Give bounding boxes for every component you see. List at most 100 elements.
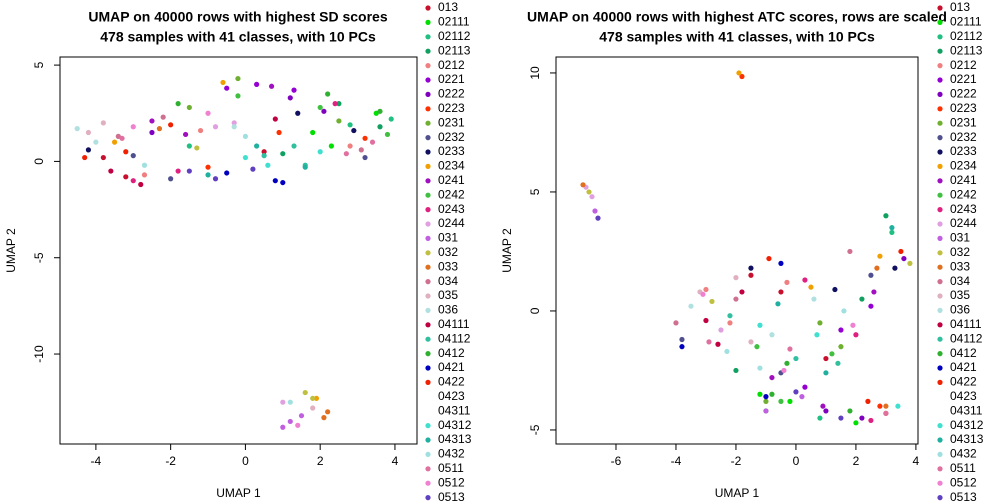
point: [369, 139, 376, 145]
point: [347, 122, 353, 128]
point: [100, 120, 106, 126]
legend-label: 035: [950, 288, 970, 302]
legend-swatch: [937, 423, 943, 429]
point: [280, 151, 286, 157]
point: [362, 135, 368, 141]
point: [261, 149, 267, 155]
point: [883, 410, 889, 416]
point: [868, 303, 874, 309]
point: [739, 289, 745, 295]
legend-swatch: [937, 250, 943, 256]
point: [111, 139, 118, 145]
x-tick-label: 0: [242, 454, 249, 468]
point: [700, 291, 706, 297]
legend-label: 0212: [438, 58, 465, 72]
point: [186, 168, 192, 174]
point: [85, 129, 92, 136]
point: [823, 355, 829, 362]
legend-swatch: [425, 106, 431, 112]
legend-swatch: [425, 279, 431, 285]
point: [343, 151, 349, 157]
point: [838, 344, 844, 350]
legend-swatch: [425, 48, 431, 54]
legend-swatch: [425, 235, 431, 241]
legend-swatch: [425, 178, 431, 184]
point: [718, 327, 724, 333]
point: [280, 179, 286, 186]
chart-title: UMAP on 40000 rows with highest SD score…: [88, 9, 387, 25]
point: [763, 394, 769, 400]
point: [901, 255, 907, 262]
legend-label: 02113: [438, 43, 471, 57]
legend-swatch: [425, 264, 431, 270]
point: [224, 85, 230, 91]
legend-label: 0233: [438, 144, 465, 158]
legend-swatch: [425, 163, 431, 169]
point: [892, 265, 898, 271]
point: [907, 260, 913, 266]
point: [793, 355, 799, 362]
legend-label: 04313: [438, 432, 472, 446]
legend-label: 031: [438, 231, 458, 245]
point: [817, 415, 823, 421]
point: [295, 110, 301, 116]
point: [883, 213, 889, 219]
point: [838, 327, 844, 333]
legend-swatch: [425, 221, 431, 227]
y-tick-label: -5: [528, 424, 542, 435]
point: [328, 143, 334, 149]
point: [859, 415, 865, 421]
legend-swatch: [425, 466, 431, 472]
legend-swatch: [425, 336, 431, 342]
point: [865, 398, 871, 404]
point: [276, 129, 282, 136]
point: [291, 87, 297, 93]
point: [724, 348, 730, 355]
point: [261, 153, 267, 159]
point: [748, 272, 754, 278]
legend-swatch: [425, 307, 431, 313]
point: [811, 296, 817, 302]
point: [141, 162, 148, 168]
point: [123, 149, 129, 155]
legend-swatch: [937, 466, 943, 472]
point: [808, 284, 814, 290]
legend-label: 0244: [438, 216, 465, 230]
y-axis-label: UMAP 2: [500, 228, 514, 273]
legend-swatch: [425, 19, 431, 25]
point: [871, 289, 877, 295]
point: [853, 332, 859, 338]
point: [817, 320, 823, 326]
y-tick-label: -10: [32, 345, 46, 363]
point: [205, 110, 211, 116]
y-tick-label: 0: [32, 158, 46, 165]
point: [814, 332, 820, 338]
legend-label: 0412: [950, 346, 977, 360]
point: [175, 101, 181, 107]
legend-swatch: [937, 77, 943, 83]
point: [757, 391, 763, 397]
legend-swatch: [425, 63, 431, 69]
legend-swatch: [937, 264, 943, 270]
point: [874, 265, 880, 271]
point: [183, 131, 189, 138]
legend-swatch: [937, 48, 943, 54]
point: [268, 83, 275, 89]
x-tick-label: -2: [731, 454, 742, 468]
point: [231, 124, 237, 130]
point: [850, 322, 856, 328]
legend-swatch: [937, 221, 943, 227]
point: [679, 344, 685, 350]
point: [220, 79, 226, 86]
legend-label: 0243: [950, 202, 977, 216]
legend-swatch: [937, 163, 943, 169]
legend-label: 0222: [950, 87, 977, 101]
chart-title: UMAP on 40000 rows with highest ATC scor…: [527, 9, 947, 25]
legend-label: 0422: [438, 375, 465, 389]
point: [595, 215, 601, 221]
point: [580, 182, 586, 188]
legend-swatch: [937, 322, 943, 328]
point: [766, 255, 772, 262]
point: [727, 313, 733, 319]
point: [347, 143, 353, 149]
